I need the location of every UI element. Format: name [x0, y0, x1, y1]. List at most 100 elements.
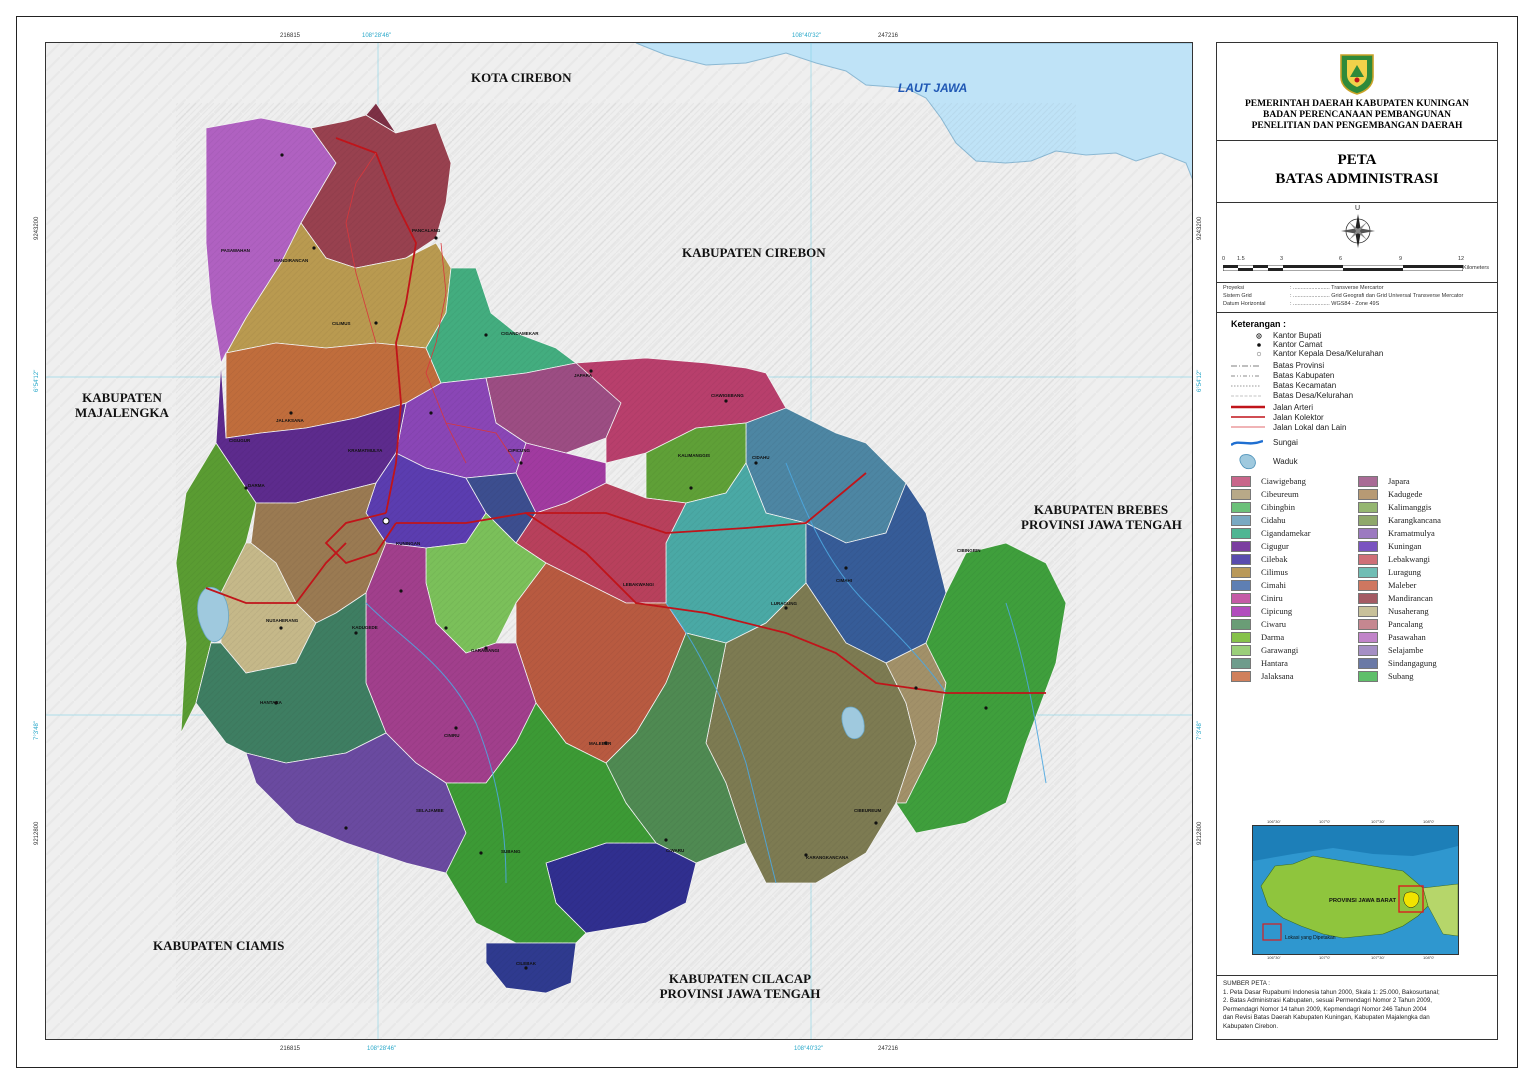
district-label: CIMAHI	[836, 578, 852, 583]
kecamatan-legend-item: Karangkancana	[1358, 514, 1441, 526]
coord-left-n1: 9243200	[34, 216, 40, 240]
inset-map[interactable]: PROVINSI JAWA BARAT Lokasi yang Dipetaka…	[1252, 825, 1459, 955]
scale-tick: 3	[1280, 256, 1284, 262]
district-label: CIDAHU	[752, 455, 770, 460]
kecamatan-name: Jalaksana	[1261, 671, 1294, 681]
proj-label: Sistem Grid	[1223, 293, 1252, 299]
scale-ticks: 0 1.5 3 6 9 12	[1222, 256, 1492, 264]
district-label: NUSAHERANG	[266, 618, 299, 623]
north-label: U	[1355, 205, 1361, 212]
kuningan-emblem-icon	[1340, 54, 1374, 95]
map-title: PETA BATAS ADMINISTRASI	[1217, 151, 1497, 189]
legend-section: Keterangan : Kantor Bupati Kantor Camat …	[1217, 313, 1497, 818]
district-label: GARAWANGI	[471, 648, 500, 653]
coord-top-e1: 216815	[280, 33, 301, 39]
district-label: CIBEUREUM	[854, 808, 882, 813]
district-label: LURAGUNG	[771, 601, 797, 606]
waduk-cibeureum	[841, 706, 865, 740]
header-section: PEMERINTAH DAERAH KABUPATEN KUNINGAN BAD…	[1217, 43, 1497, 141]
district-label: JALAKSANA	[276, 418, 304, 423]
proj-label: Datum Horizontal	[1223, 301, 1266, 307]
coord-right-lat1: 6°54'12"	[1197, 369, 1203, 392]
kecamatan-legend-item: Cigandamekar	[1231, 527, 1311, 539]
label-majalengka-1: KABUPATEN	[82, 390, 162, 405]
inset-coord: 107°30'	[1371, 955, 1385, 960]
kecamatan-swatch	[1358, 514, 1378, 526]
kecamatan-legend-item: Darma	[1231, 631, 1284, 643]
kecamatan-legend-item: Japara	[1358, 475, 1410, 487]
kecamatan-swatch	[1231, 527, 1251, 539]
district-label: CIBINGBIN	[957, 548, 981, 553]
point-symbols	[1256, 333, 1262, 357]
kecamatan-swatch	[1358, 527, 1378, 539]
kecamatan-name: Nusaherang	[1388, 606, 1429, 616]
kecamatan-name: Ciniru	[1261, 593, 1283, 603]
legend-jalan-arteri: Jalan Arteri	[1273, 403, 1314, 412]
legend-panel: PEMERINTAH DAERAH KABUPATEN KUNINGAN BAD…	[1216, 42, 1498, 1040]
source-line: Permendagri Nomor 14 tahun 2009, Kepmend…	[1223, 1005, 1427, 1013]
river-icon	[1231, 439, 1263, 447]
rivers	[365, 462, 1047, 884]
kecamatan-swatch	[1358, 579, 1378, 591]
kecamatan-name: Kadugede	[1388, 489, 1423, 499]
kecamatan-name: Hantara	[1261, 658, 1288, 668]
kecamatan-swatch	[1358, 553, 1378, 565]
gov-block: PEMERINTAH DAERAH KABUPATEN KUNINGAN BAD…	[1217, 99, 1497, 132]
coord-top-lon1: 108°28'46"	[362, 33, 392, 39]
coord-bottom-e1: 216815	[280, 1046, 301, 1052]
kecamatan-swatch	[1231, 592, 1251, 604]
kecamatan-swatch	[1231, 488, 1251, 500]
roads-lokal	[345, 152, 517, 464]
inset-coord: 107°30'	[1371, 819, 1385, 824]
district-label: CIWARU	[666, 848, 685, 853]
inset-coord: 107°0'	[1319, 819, 1331, 824]
legend-waduk: Waduk	[1273, 457, 1298, 466]
coord-bottom-lon1: 108°28'46"	[367, 1046, 397, 1052]
kecamatan-name: Subang	[1388, 671, 1414, 681]
reservoir-icon	[1239, 454, 1256, 470]
label-brebes-1: KABUPATEN BREBES	[1033, 502, 1169, 517]
kecamatan-name: Kalimanggis	[1388, 502, 1432, 512]
district-label: CILIMUS	[332, 321, 351, 326]
inset-coord: 108°0'	[1423, 819, 1435, 824]
kecamatan-name: Kramatmulya	[1388, 528, 1435, 538]
legend-batas-kabupaten: Batas Kabupaten	[1273, 371, 1335, 380]
kecamatan-name: Garawangi	[1261, 645, 1299, 655]
coord-top-e2: 247216	[878, 33, 899, 39]
map-area[interactable]: KOTA CIREBON KABUPATEN CIREBON LAUT JAWA…	[45, 42, 1193, 1040]
coord-bottom-lon2: 108°40'32"	[794, 1046, 824, 1052]
scale-tick: 9	[1399, 256, 1403, 262]
label-kota-cirebon: KOTA CIREBON	[471, 70, 572, 85]
kecamatan-swatch	[1358, 475, 1378, 487]
inset-location-note: Lokasi yang Dipetakan	[1285, 935, 1336, 941]
kecamatan-swatch	[1358, 670, 1378, 682]
label-cilacap-2: PROVINSI JAWA TENGAH	[659, 986, 821, 1001]
source-line: 1. Peta Dasar Rupabumi Indonesia tahun 2…	[1223, 988, 1440, 996]
legend-jalan-lokal: Jalan Lokal dan Lain	[1273, 423, 1347, 432]
kecamatan-swatch	[1231, 644, 1251, 656]
kecamatan-swatch	[1358, 592, 1378, 604]
kecamatan-legend-item: Cilebak	[1231, 553, 1287, 565]
legend-title: Keterangan :	[1231, 319, 1287, 329]
scale-tick: 0	[1222, 256, 1226, 262]
source-line: dan Revisi Batas Daerah Kabupaten Kuning…	[1223, 1014, 1430, 1021]
label-majalengka: KABUPATEN MAJALENGKA	[74, 390, 170, 420]
kecamatan-legend-item: Cilimus	[1231, 566, 1288, 578]
north-arrow-icon	[1341, 214, 1375, 248]
inset-coord: 108°0'	[1423, 955, 1435, 960]
kecamatan-name: Selajambe	[1388, 645, 1424, 655]
label-brebes-2: PROVINSI JAWA TENGAH	[1021, 517, 1182, 532]
kecamatan-name: Pasawahan	[1388, 632, 1426, 642]
kecamatan-swatch	[1231, 540, 1251, 552]
roads-arteri	[205, 137, 1046, 694]
kecamatan-legend-item: Pancalang	[1358, 618, 1423, 630]
kecamatan-swatch	[1231, 618, 1251, 630]
kantor-camat-points	[244, 153, 988, 970]
gov-line-3: PENELITIAN DAN PENGEMBANGAN DAERAH	[1251, 121, 1463, 131]
kecamatan-legend-item: Cibeureum	[1231, 488, 1299, 500]
coord-top-lon2: 108°40'32"	[792, 33, 822, 39]
kecamatan-legend-item: Kadugede	[1358, 488, 1422, 500]
scale-tick: 1.5	[1237, 256, 1245, 262]
coord-left-lat1: 6°54'12"	[34, 369, 40, 392]
kecamatan-legend-item: Lebakwangi	[1358, 553, 1430, 565]
